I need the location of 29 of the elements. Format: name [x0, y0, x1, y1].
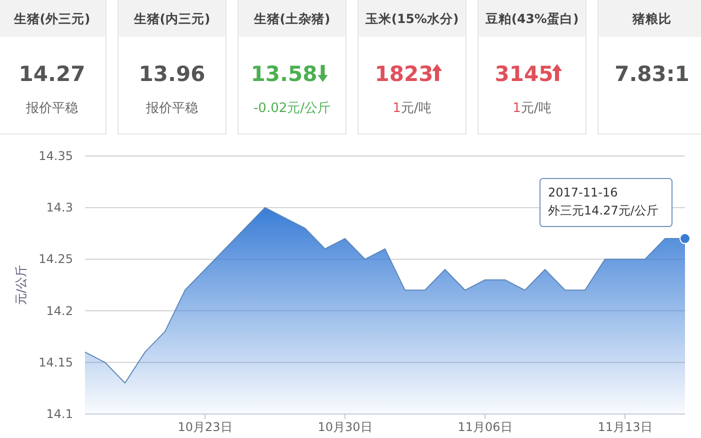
y-tick-label: 14.15 [38, 355, 73, 370]
text: 1元/吨 [392, 101, 432, 116]
category-label: 豆粕(43%蛋白) [484, 11, 579, 26]
x-tick-label: 11月13日 [598, 420, 652, 434]
category-label: 生猪(内三元) [132, 11, 210, 26]
text: 报价平稳 [145, 101, 198, 116]
text: 1元/吨 [512, 101, 552, 116]
category-label: 猪粮比 [632, 11, 672, 26]
text: 报价平稳 [25, 101, 78, 116]
text: 1823 [374, 62, 434, 86]
y-tick-label: 14.1 [46, 407, 73, 421]
y-tick-label: 14.2 [46, 304, 73, 318]
text: 13.58 [250, 62, 318, 86]
text: 14.27 [18, 62, 86, 86]
category-label: 玉米(15%水分) [364, 11, 459, 26]
x-tick-label: 10月23日 [178, 420, 232, 434]
y-tick-label: 14.25 [38, 252, 73, 266]
category-label: 生猪(土杂猪) [252, 11, 330, 26]
y-axis-title: 元/公斤 [14, 264, 28, 306]
y-tick-label: 14.3 [46, 200, 73, 215]
x-tick-label: 11月06日 [458, 420, 512, 434]
x-tick-label: 10月30日 [318, 420, 372, 434]
annotation: 2017-11-16 外三元14.27元/公斤 [548, 186, 658, 218]
text: -0.02元/公斤 [253, 101, 331, 116]
text: 3145 [494, 62, 554, 86]
category-label: 生猪(外三元) [12, 11, 90, 26]
y-tick-label: 14.35 [38, 149, 73, 163]
text: 13.96 [138, 62, 206, 86]
text: 7.83:1 [614, 62, 690, 86]
